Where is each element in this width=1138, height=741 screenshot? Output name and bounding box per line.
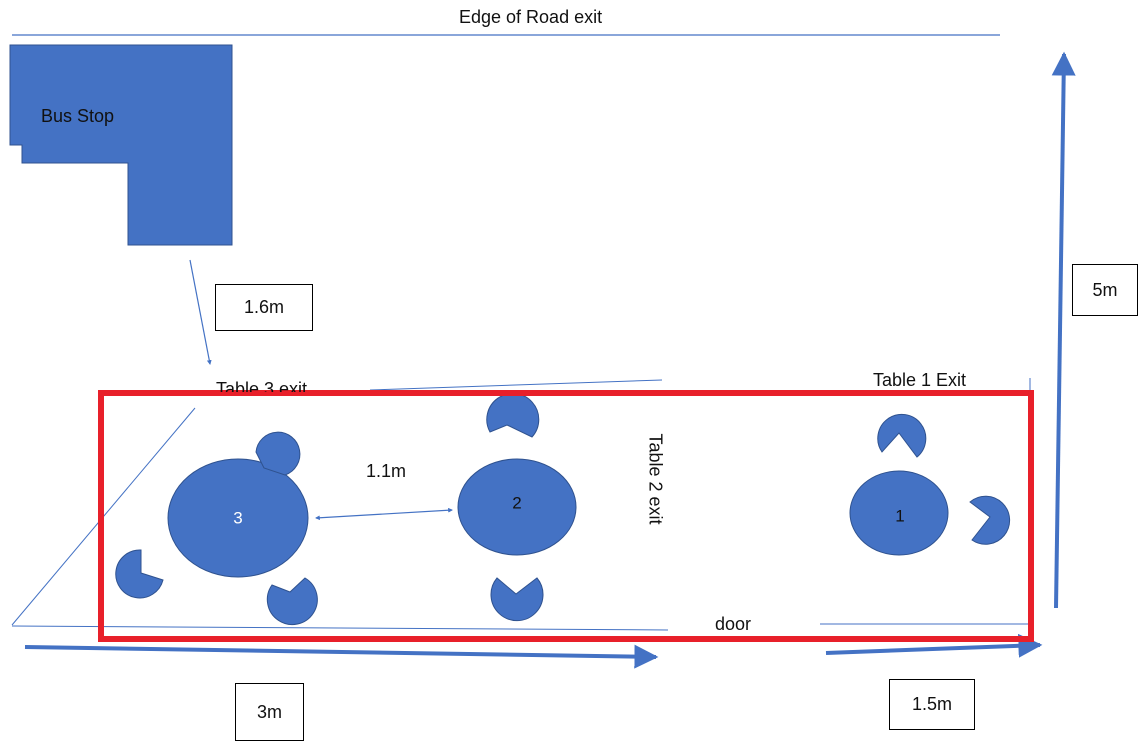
chair-3c (266, 577, 318, 626)
table-3 (167, 458, 309, 578)
table-1-number: 1 (895, 506, 905, 526)
table3-exit-label: Table 3 exit (216, 379, 308, 399)
vertical-arrow (1051, 51, 1076, 609)
measure-box-height: 5m (1072, 264, 1138, 316)
bottom-left-arrow (24, 644, 659, 669)
table-1 (849, 470, 949, 556)
bottom-right-arrow (825, 633, 1043, 658)
door-label: door (715, 614, 752, 634)
floor-line-left (11, 625, 669, 631)
edge-of-road-label: Edge of Road exit (459, 7, 603, 27)
table-2-number: 2 (512, 493, 522, 513)
measure-box-right: 1.5m (889, 679, 975, 730)
table-3-number: 3 (233, 508, 243, 528)
between-tables-arrow (315, 507, 453, 521)
measure-box-bus: 1.6m (215, 284, 313, 331)
table-2 (457, 458, 577, 556)
bus-stop-label: Bus Stop (41, 106, 115, 126)
chair-2a (486, 393, 540, 438)
bus-stop-shape (9, 44, 233, 246)
table2-exit-label: Table 2 exit (645, 433, 666, 525)
highlight-frame (98, 390, 1034, 642)
table3-exit-top-line (369, 379, 663, 391)
chair-3a (255, 431, 301, 476)
chair-2b (490, 577, 544, 622)
bus-to-table-arrow (189, 259, 212, 365)
chair-1a (877, 413, 927, 458)
chair-1b (969, 495, 1011, 545)
chair-3b (115, 549, 164, 599)
measure-box-left: 3m (235, 683, 304, 741)
table1-exit-label: Table 1 Exit (873, 370, 967, 390)
between-tables-label: 1.1m (366, 461, 407, 481)
